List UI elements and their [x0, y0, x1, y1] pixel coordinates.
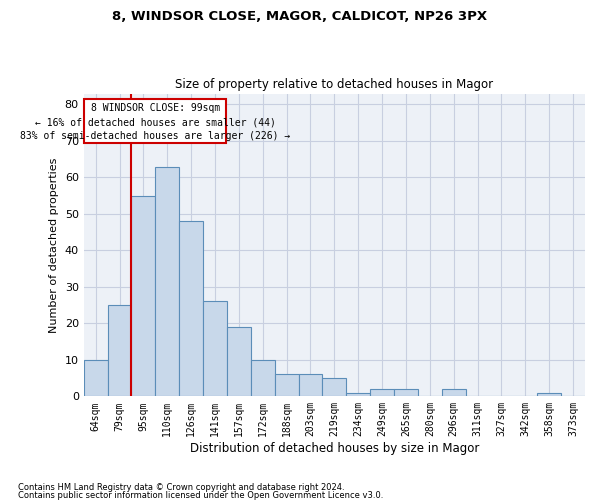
Bar [203, 302, 227, 396]
Bar [370, 389, 394, 396]
Text: 8 WINDSOR CLOSE: 99sqm: 8 WINDSOR CLOSE: 99sqm [91, 104, 220, 114]
Text: 8, WINDSOR CLOSE, MAGOR, CALDICOT, NP26 3PX: 8, WINDSOR CLOSE, MAGOR, CALDICOT, NP26 … [112, 10, 488, 23]
Text: ← 16% of detached houses are smaller (44): ← 16% of detached houses are smaller (44… [35, 117, 276, 127]
Bar [107, 305, 131, 396]
Bar [179, 221, 203, 396]
Text: 83% of semi-detached houses are larger (226) →: 83% of semi-detached houses are larger (… [20, 131, 290, 141]
Text: Contains HM Land Registry data © Crown copyright and database right 2024.: Contains HM Land Registry data © Crown c… [18, 484, 344, 492]
Bar [275, 374, 299, 396]
Bar [299, 374, 322, 396]
Bar [84, 99, 226, 143]
Bar [227, 327, 251, 396]
Bar [346, 392, 370, 396]
Title: Size of property relative to detached houses in Magor: Size of property relative to detached ho… [175, 78, 493, 91]
Bar [394, 389, 418, 396]
Bar [155, 166, 179, 396]
Text: Contains public sector information licensed under the Open Government Licence v3: Contains public sector information licen… [18, 490, 383, 500]
Bar [83, 360, 107, 397]
X-axis label: Distribution of detached houses by size in Magor: Distribution of detached houses by size … [190, 442, 479, 455]
Bar [537, 392, 561, 396]
Bar [251, 360, 275, 397]
Y-axis label: Number of detached properties: Number of detached properties [49, 158, 59, 332]
Bar [442, 389, 466, 396]
Bar [131, 196, 155, 396]
Bar [322, 378, 346, 396]
